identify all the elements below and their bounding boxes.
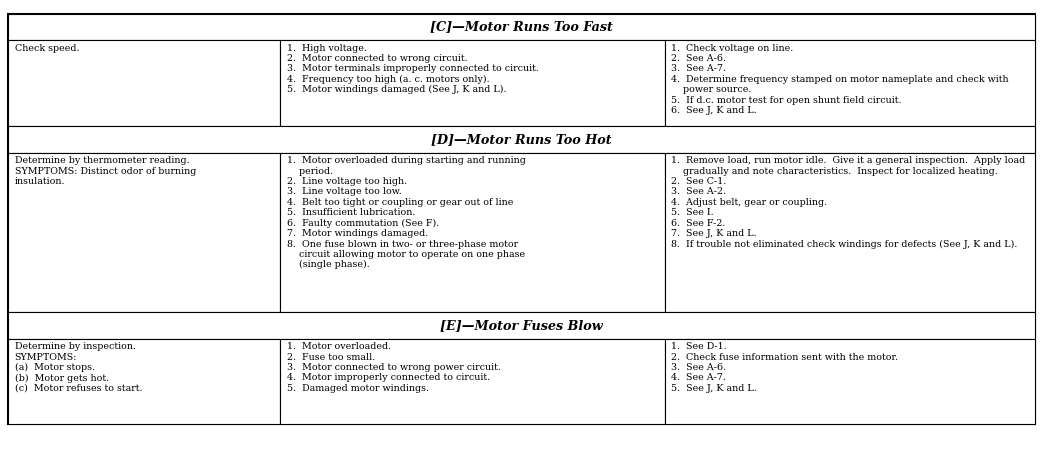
Text: 1.  See D-1.
2.  Check fuse information sent with the motor.
3.  See A-6.
4.  Se: 1. See D-1. 2. Check fuse information se… (672, 342, 898, 393)
Bar (665, 40, 1035, 126)
Text: 1.  High voltage.
2.  Motor connected to wrong circuit.
3.  Motor terminals impr: 1. High voltage. 2. Motor connected to w… (287, 44, 538, 94)
Text: [D]—Motor Runs Too Hot: [D]—Motor Runs Too Hot (431, 133, 612, 146)
Bar (665, 153, 1035, 312)
Text: Check speed.: Check speed. (15, 44, 79, 53)
Bar (8, 14, 1035, 40)
Text: Determine by inspection.
SYMPTOMS:
(a)  Motor stops.
(b)  Motor gets hot.
(c)  M: Determine by inspection. SYMPTOMS: (a) M… (15, 342, 142, 393)
Bar (8, 339, 281, 424)
Text: Determine by thermometer reading.
SYMPTOMS: Distinct odor of burning
insulation.: Determine by thermometer reading. SYMPTO… (15, 156, 196, 186)
Bar (8, 14, 1035, 424)
Bar (8, 153, 281, 312)
Text: [C]—Motor Runs Too Fast: [C]—Motor Runs Too Fast (430, 21, 613, 33)
Text: 1.  Remove load, run motor idle.  Give it a general inspection.  Apply load
    : 1. Remove load, run motor idle. Give it … (672, 156, 1025, 249)
Bar (8, 312, 1035, 339)
Text: 1.  Motor overloaded.
2.  Fuse too small.
3.  Motor connected to wrong power cir: 1. Motor overloaded. 2. Fuse too small. … (287, 342, 501, 393)
Bar (281, 153, 665, 312)
Bar (281, 40, 665, 126)
Bar (281, 339, 665, 424)
Text: 1.  Check voltage on line.
2.  See A-6.
3.  See A-7.
4.  Determine frequency sta: 1. Check voltage on line. 2. See A-6. 3.… (672, 44, 1009, 115)
Bar (8, 126, 1035, 153)
Bar (8, 40, 281, 126)
Text: 1.  Motor overloaded during starting and running
    period.
2.  Line voltage to: 1. Motor overloaded during starting and … (287, 156, 526, 269)
Text: [E]—Motor Fuses Blow: [E]—Motor Fuses Blow (440, 319, 603, 332)
Bar (665, 339, 1035, 424)
